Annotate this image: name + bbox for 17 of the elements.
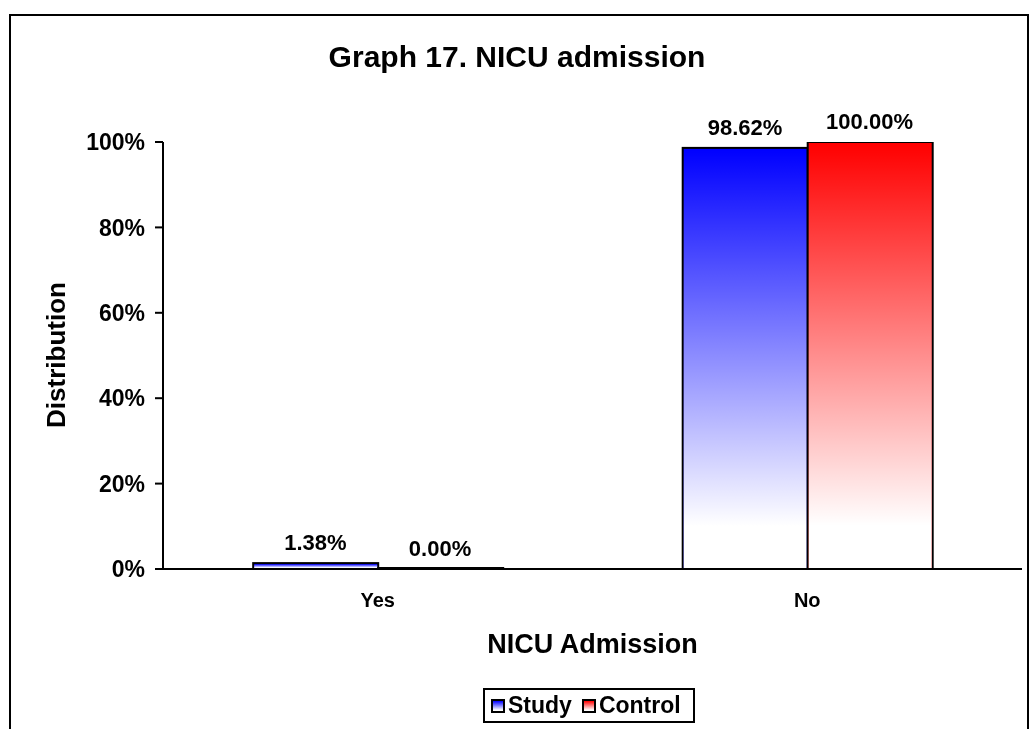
y-tick-label: 0% [111, 556, 145, 583]
data-label: 98.62% [707, 114, 783, 140]
y-tick-label: 100% [86, 129, 145, 156]
x-axis-title: NICU Admission [487, 628, 698, 659]
legend-label: Control [598, 692, 681, 718]
y-tick-label: 40% [98, 385, 145, 412]
y-axis-title: Distribution [41, 282, 71, 428]
x-tick-label: Yes [360, 589, 395, 612]
y-tick-label: 20% [98, 470, 145, 497]
x-tick-label: No [793, 589, 821, 612]
chart-title: Graph 17. NICU admission [328, 40, 706, 73]
data-label: 0.00% [408, 536, 472, 561]
data-label: 1.38% [284, 530, 347, 556]
y-tick-label: 60% [98, 299, 145, 326]
y-tick-label: 80% [98, 214, 145, 241]
data-label: 100.00% [826, 109, 913, 134]
legend-label: Study [508, 692, 572, 718]
